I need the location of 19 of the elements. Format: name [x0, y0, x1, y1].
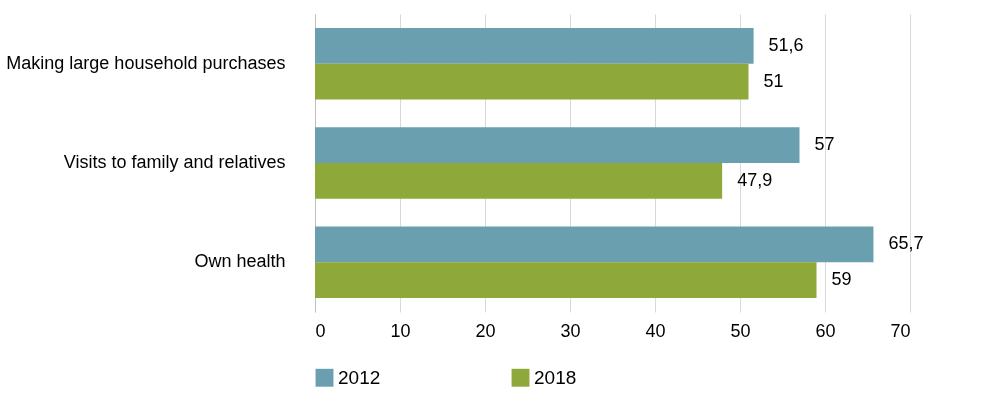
x-tick-label: 50: [730, 320, 751, 341]
x-tick-label: 70: [890, 320, 911, 341]
x-tick-label: 60: [815, 320, 836, 341]
x-tick-label: 40: [645, 320, 666, 341]
x-tick-label: 0: [315, 320, 326, 341]
x-tick-label: 10: [390, 320, 411, 341]
legend-label: 2018: [534, 366, 577, 388]
data-label: 57: [814, 134, 835, 155]
data-label: 59: [831, 269, 852, 290]
data-label: 47,9: [737, 169, 773, 190]
x-tick-label: 30: [560, 320, 581, 341]
data-label: 51: [763, 70, 784, 91]
y-tick-label: Making large household purchases: [6, 52, 286, 73]
x-tick-label: 20: [475, 320, 496, 341]
data-label: 65,7: [888, 233, 924, 254]
y-tick-label: Visits to family and relatives: [63, 152, 286, 172]
y-tick-label: Own health: [194, 251, 286, 272]
legend-label: 2012: [338, 366, 381, 388]
data-label: 51,6: [768, 34, 804, 55]
